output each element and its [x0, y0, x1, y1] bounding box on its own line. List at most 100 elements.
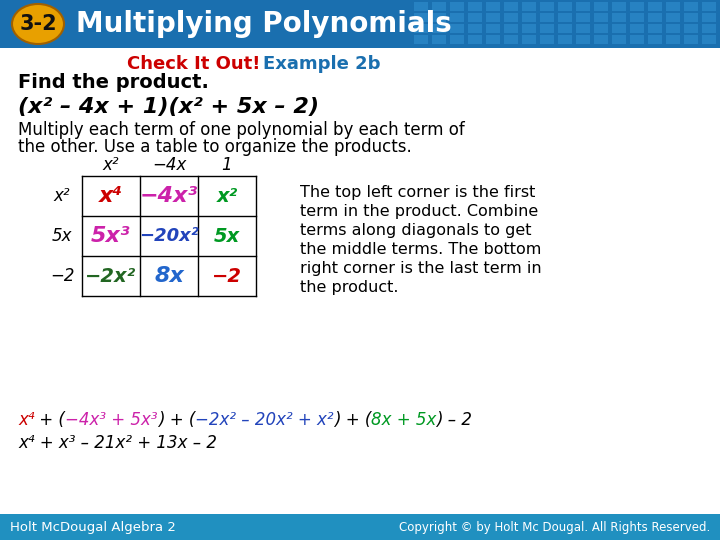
FancyBboxPatch shape: [702, 35, 716, 44]
FancyBboxPatch shape: [612, 13, 626, 22]
FancyBboxPatch shape: [0, 0, 720, 48]
Text: Multiplying Polynomials: Multiplying Polynomials: [76, 10, 451, 38]
FancyBboxPatch shape: [576, 24, 590, 33]
FancyBboxPatch shape: [522, 24, 536, 33]
FancyBboxPatch shape: [594, 35, 608, 44]
FancyBboxPatch shape: [540, 24, 554, 33]
FancyBboxPatch shape: [432, 2, 446, 11]
Text: 5x³: 5x³: [91, 226, 131, 246]
Text: x²: x²: [54, 187, 71, 205]
FancyBboxPatch shape: [486, 13, 500, 22]
FancyBboxPatch shape: [522, 13, 536, 22]
Text: ) + (: ) + (: [158, 411, 195, 429]
Text: −2: −2: [212, 267, 242, 286]
FancyBboxPatch shape: [630, 35, 644, 44]
FancyBboxPatch shape: [486, 24, 500, 33]
FancyBboxPatch shape: [558, 2, 572, 11]
FancyBboxPatch shape: [468, 35, 482, 44]
Text: −2x² – 20x² + x²: −2x² – 20x² + x²: [195, 411, 334, 429]
FancyBboxPatch shape: [684, 35, 698, 44]
FancyBboxPatch shape: [594, 24, 608, 33]
FancyBboxPatch shape: [450, 35, 464, 44]
FancyBboxPatch shape: [450, 2, 464, 11]
Text: 3-2: 3-2: [19, 14, 57, 34]
FancyBboxPatch shape: [594, 13, 608, 22]
Text: x²: x²: [103, 156, 120, 174]
Text: Multiply each term of one polynomial by each term of: Multiply each term of one polynomial by …: [18, 121, 464, 139]
FancyBboxPatch shape: [504, 24, 518, 33]
FancyBboxPatch shape: [684, 24, 698, 33]
FancyBboxPatch shape: [540, 35, 554, 44]
FancyBboxPatch shape: [576, 13, 590, 22]
Text: the other. Use a table to organize the products.: the other. Use a table to organize the p…: [18, 138, 412, 156]
Text: 5x: 5x: [214, 226, 240, 246]
FancyBboxPatch shape: [486, 2, 500, 11]
FancyBboxPatch shape: [468, 13, 482, 22]
FancyBboxPatch shape: [414, 35, 428, 44]
FancyBboxPatch shape: [702, 13, 716, 22]
Text: term in the product. Combine: term in the product. Combine: [300, 204, 539, 219]
Text: ) + (: ) + (: [334, 411, 371, 429]
FancyBboxPatch shape: [648, 35, 662, 44]
Text: 8x + 5x: 8x + 5x: [371, 411, 436, 429]
FancyBboxPatch shape: [558, 24, 572, 33]
FancyBboxPatch shape: [432, 24, 446, 33]
FancyBboxPatch shape: [432, 35, 446, 44]
FancyBboxPatch shape: [648, 24, 662, 33]
FancyBboxPatch shape: [414, 2, 428, 11]
Text: x²: x²: [217, 186, 238, 206]
FancyBboxPatch shape: [684, 13, 698, 22]
Text: −2x²: −2x²: [86, 267, 137, 286]
FancyBboxPatch shape: [648, 2, 662, 11]
FancyBboxPatch shape: [468, 2, 482, 11]
FancyBboxPatch shape: [612, 2, 626, 11]
FancyBboxPatch shape: [576, 35, 590, 44]
FancyBboxPatch shape: [450, 24, 464, 33]
Text: −4x: −4x: [152, 156, 186, 174]
Text: x⁴: x⁴: [99, 186, 123, 206]
Text: Check It Out!: Check It Out!: [127, 55, 260, 73]
Text: Holt McDougal Algebra 2: Holt McDougal Algebra 2: [10, 521, 176, 534]
FancyBboxPatch shape: [684, 2, 698, 11]
FancyBboxPatch shape: [594, 2, 608, 11]
FancyBboxPatch shape: [612, 24, 626, 33]
Text: Copyright © by Holt Mc Dougal. All Rights Reserved.: Copyright © by Holt Mc Dougal. All Right…: [399, 521, 710, 534]
FancyBboxPatch shape: [504, 13, 518, 22]
FancyBboxPatch shape: [540, 13, 554, 22]
FancyBboxPatch shape: [612, 35, 626, 44]
Text: −20x²: −20x²: [139, 227, 199, 245]
Text: (x² – 4x + 1)(x² + 5x – 2): (x² – 4x + 1)(x² + 5x – 2): [18, 97, 319, 117]
Text: the product.: the product.: [300, 280, 398, 295]
Text: x⁴: x⁴: [18, 411, 35, 429]
FancyBboxPatch shape: [630, 2, 644, 11]
Text: terms along diagonals to get: terms along diagonals to get: [300, 223, 531, 238]
FancyBboxPatch shape: [0, 48, 720, 540]
Text: 5x: 5x: [52, 227, 72, 245]
FancyBboxPatch shape: [504, 2, 518, 11]
FancyBboxPatch shape: [702, 2, 716, 11]
FancyBboxPatch shape: [666, 2, 680, 11]
FancyBboxPatch shape: [666, 24, 680, 33]
FancyBboxPatch shape: [648, 13, 662, 22]
Text: ) – 2: ) – 2: [436, 411, 472, 429]
FancyBboxPatch shape: [414, 24, 428, 33]
FancyBboxPatch shape: [522, 2, 536, 11]
Text: Example 2b: Example 2b: [263, 55, 380, 73]
FancyBboxPatch shape: [0, 514, 720, 540]
FancyBboxPatch shape: [414, 13, 428, 22]
FancyBboxPatch shape: [522, 35, 536, 44]
Text: x⁴ + x³ – 21x² + 13x – 2: x⁴ + x³ – 21x² + 13x – 2: [18, 434, 217, 452]
FancyBboxPatch shape: [486, 35, 500, 44]
Text: The top left corner is the first: The top left corner is the first: [300, 185, 536, 200]
FancyBboxPatch shape: [432, 13, 446, 22]
FancyBboxPatch shape: [504, 35, 518, 44]
Text: −2: −2: [50, 267, 74, 285]
FancyBboxPatch shape: [576, 2, 590, 11]
FancyBboxPatch shape: [450, 13, 464, 22]
FancyBboxPatch shape: [702, 24, 716, 33]
Text: the middle terms. The bottom: the middle terms. The bottom: [300, 242, 541, 257]
FancyBboxPatch shape: [540, 2, 554, 11]
Text: Find the product.: Find the product.: [18, 73, 209, 92]
FancyBboxPatch shape: [630, 13, 644, 22]
Ellipse shape: [12, 4, 64, 44]
